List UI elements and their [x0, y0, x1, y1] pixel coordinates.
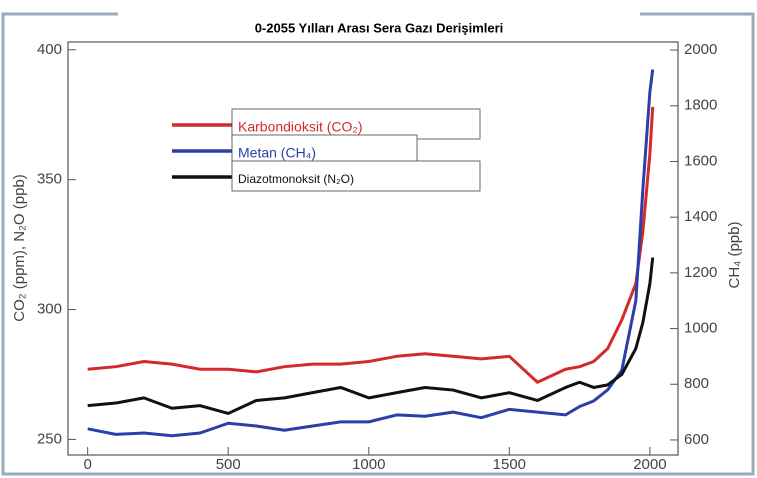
y2-tick-label: 1400 [684, 208, 717, 225]
legend-label: Diazotmonoksit (N₂O) [238, 172, 354, 186]
legend-label: Karbondioksit (CO₂) [238, 119, 362, 135]
y2-tick-label: 1000 [684, 320, 717, 337]
y-tick-label: 250 [37, 430, 62, 447]
plot-area [67, 41, 679, 456]
x-tick-label: 0 [84, 456, 92, 473]
y2-axis-label: CH₄ (ppb) [726, 222, 743, 289]
y-tick-label: 350 [37, 171, 62, 188]
y2-tick-label: 1200 [684, 264, 717, 281]
series-line [87, 69, 655, 438]
y2-tick-label: 600 [684, 431, 709, 448]
legend-box [231, 108, 481, 140]
chart-title: 0-2055 Yılları Arası Sera Gazı Derişimle… [255, 20, 504, 35]
y2-tick-label: 1600 [684, 152, 717, 169]
legend-box [231, 160, 481, 192]
series-line [87, 106, 655, 384]
legend-box [231, 134, 418, 166]
y-tick-label: 300 [37, 301, 62, 318]
y2-tick-label: 800 [684, 375, 709, 392]
y2-tick-label: 1800 [684, 97, 717, 114]
x-tick-label: 1500 [493, 456, 526, 473]
y-tick-label: 400 [37, 41, 62, 58]
title-box [118, 4, 640, 40]
y-axis-label: CO₂ (ppm), N₂O (ppb) [11, 174, 28, 322]
x-tick-label: 2000 [633, 456, 666, 473]
x-tick-label: 500 [216, 456, 241, 473]
y2-tick-label: 2000 [684, 41, 717, 58]
series-line [87, 257, 655, 415]
x-tick-label: 1000 [352, 456, 385, 473]
legend-label: Metan (CH₄) [238, 145, 316, 161]
